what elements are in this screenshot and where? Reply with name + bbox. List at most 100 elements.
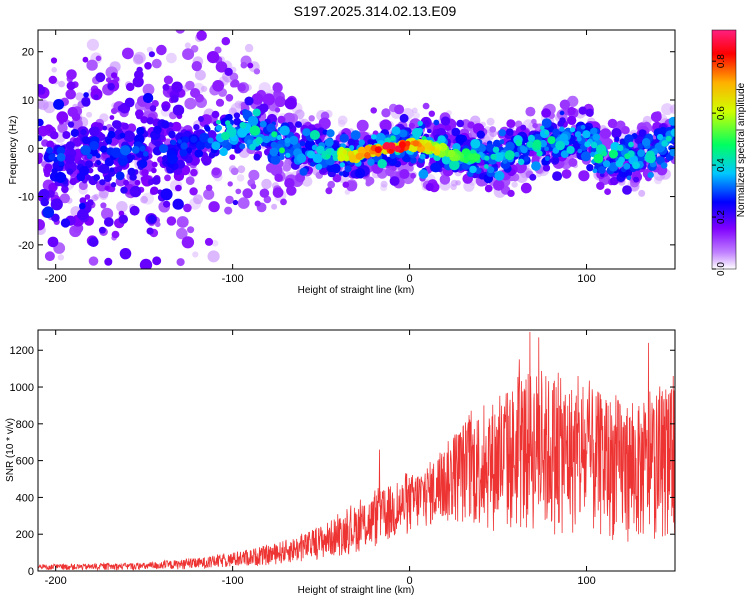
spectrogram-cell [570,127,576,133]
spectrogram-cell [279,147,285,154]
spectrogram-cell [253,153,261,161]
spectrogram-cell [272,187,284,198]
snr-y-tick-label: 600 [16,456,34,468]
spectrogram-cell [180,142,188,150]
spectrogram-cell [498,129,506,137]
spectrogram-cell [129,185,142,198]
spectrogram-cell [375,132,386,144]
spectrogram-cell [93,174,100,181]
spectrogram-cell [84,160,94,169]
spectrogram-cell [269,147,279,157]
spectrogram-cell [603,160,611,168]
spectrogram-cell [342,181,350,188]
spectrogram-cell [59,193,70,204]
spectrogram-cell [83,92,89,98]
spectrogram-cell [272,82,283,93]
spectrogram-cell [148,51,155,58]
spectrogram-cell [284,97,297,110]
spectrogram-cell [527,134,536,142]
spectrogram-cell [172,198,184,210]
spectrogram-cell [78,181,88,191]
spectrogram-cell [191,61,202,72]
spectrogram-cell [77,208,89,221]
spectrogram-cell [339,171,344,176]
snr-series-line [38,331,675,571]
spectrogram-cell [102,125,108,131]
spectrogram-cell [422,102,430,110]
spectrogram-cell [120,145,131,156]
spectrogram-cell [197,15,203,21]
spectrogram-cell [277,115,286,124]
spectrogram-cell [451,127,461,137]
spectrogram-cell [119,132,126,139]
spectrogram-cell [520,146,528,154]
spectrogram-cell [483,164,489,169]
spectrogram-cell [132,54,144,65]
spectrogram-cell [388,156,397,165]
spectrogram-cell [235,188,242,195]
spectrogram-cell [58,80,65,88]
spectrogram-cell [156,44,167,56]
spectrogram-cell [58,160,65,167]
spectrogram-cell [371,134,377,140]
spectrogram-cell [252,108,261,117]
spectrogram-cell [433,119,440,126]
spectrogram-cell [139,258,153,269]
spectrogram-cell [163,75,173,85]
spectrogram-cell [476,130,485,139]
spectrogram-cell [266,123,276,133]
spectrogram-cell [531,118,537,125]
spectrogram-cell [389,176,400,186]
spectrogram-cell [493,139,501,148]
spectrogram-cell [399,169,410,179]
snr-x-tick-label: 100 [577,575,595,587]
spectrogram-cell [295,121,302,128]
spectrogram-cell [214,46,222,54]
spectrogram-cell [280,198,287,206]
spectrogram-cell [590,151,596,157]
spectrogram-cell [563,140,570,146]
spectrogram-cell [576,136,582,142]
spectrogram-cell [109,115,115,120]
spectrogram-cell [302,128,311,137]
spectrogram-cell [417,120,423,126]
spectrogram-cell [383,142,391,150]
spectrogram-cell [189,187,198,196]
spectrogram-cell [170,94,179,103]
spectrogram-cell [511,181,518,188]
spectrogram-cell [167,154,178,165]
spectrogram-cell [38,135,43,142]
spectrogram-cell [580,151,592,162]
spectrogram-cell [175,184,182,192]
spectrogram-cell [249,143,256,151]
spectrogram-cell [183,203,192,213]
spectrogram-cell [120,186,128,194]
spectrogram-cell [601,150,607,157]
spectrogram-cell [540,125,545,131]
spectrogram-cell [607,118,618,129]
spectrogram-y-label: Frequency (Hz) [8,116,19,185]
spectrogram-cell [233,112,241,119]
spectrogram-cell [461,148,471,157]
spectrogram-cell [332,174,341,183]
spectrogram-cell [429,145,436,152]
spectrogram-cell [207,250,220,263]
spectrogram-cell [315,163,323,170]
spectrogram-cell [177,139,182,144]
spectrogram-cell [60,218,71,228]
spectrogram-cell [523,156,530,162]
spectrogram-cell [100,202,107,209]
spectrogram-cell [665,135,672,142]
spectrogram-cell [337,115,348,125]
spectrogram-cell [149,105,157,112]
spectrogram-cell [131,146,140,154]
spectrogram-cell [164,174,171,182]
spectrogram-cell [262,135,271,143]
spectrogram-cell [95,72,106,83]
spectrogram-cell [598,166,606,174]
spectrogram-cell [70,128,79,138]
spectrogram-cell [65,141,75,150]
spectrogram-cell [514,151,520,157]
